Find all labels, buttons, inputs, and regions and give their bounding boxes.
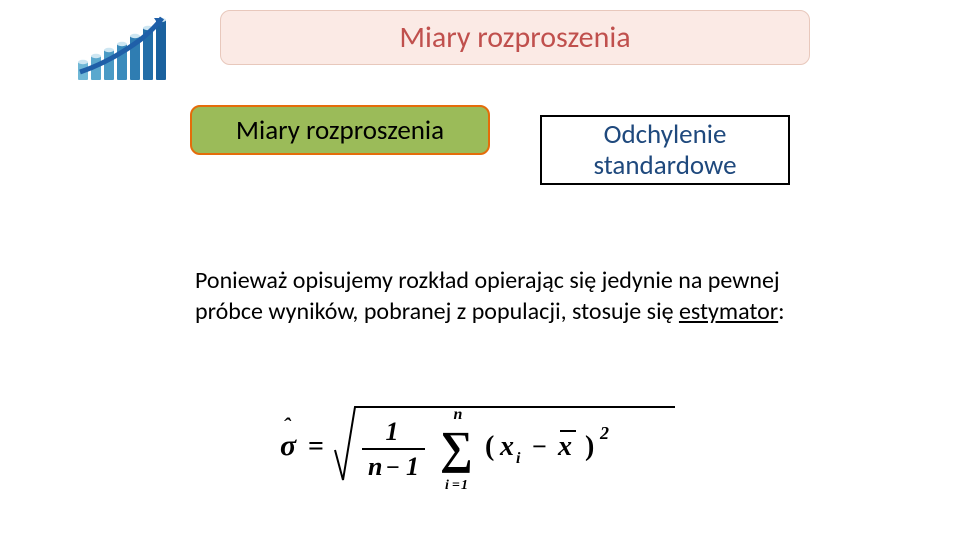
svg-text:2: 2 (599, 423, 609, 443)
slide-title: Miary rozproszenia (399, 19, 630, 56)
svg-text:−: − (532, 432, 547, 461)
chart-growth-icon (70, 10, 180, 85)
svg-text:=: = (452, 478, 460, 493)
svg-text:=: = (308, 431, 324, 462)
slide-title-banner: Miary rozproszenia (220, 10, 810, 65)
body-underline: estymator (679, 297, 778, 326)
svg-text:−: − (386, 455, 400, 481)
svg-text:(: ( (485, 431, 494, 462)
svg-text:i: i (516, 450, 521, 467)
svg-text:1: 1 (386, 417, 399, 446)
definition-line1: Odchylenie (593, 119, 736, 150)
svg-text:x: x (499, 431, 514, 462)
svg-text:x: x (557, 431, 572, 462)
svg-text:n: n (368, 452, 382, 481)
category-box: Miary rozproszenia (190, 105, 490, 155)
svg-text:1: 1 (406, 452, 419, 481)
formula-sigma-hat: σ ˆ = 1 n − 1 n ∑ i = 1 ( x i − x ) 2 (280, 395, 700, 495)
category-label: Miary rozproszenia (236, 114, 444, 147)
definition-box: Odchylenie standardowe (540, 115, 790, 185)
svg-text:n: n (454, 406, 463, 423)
definition-line2: standardowe (593, 150, 736, 181)
svg-text:i: i (445, 478, 449, 493)
body-paragraph: Ponieważ opisujemy rozkład opierając się… (195, 265, 805, 327)
svg-text:): ) (585, 431, 594, 462)
body-after: : (778, 297, 784, 326)
svg-text:∑: ∑ (440, 422, 473, 473)
svg-text:1: 1 (461, 478, 468, 493)
